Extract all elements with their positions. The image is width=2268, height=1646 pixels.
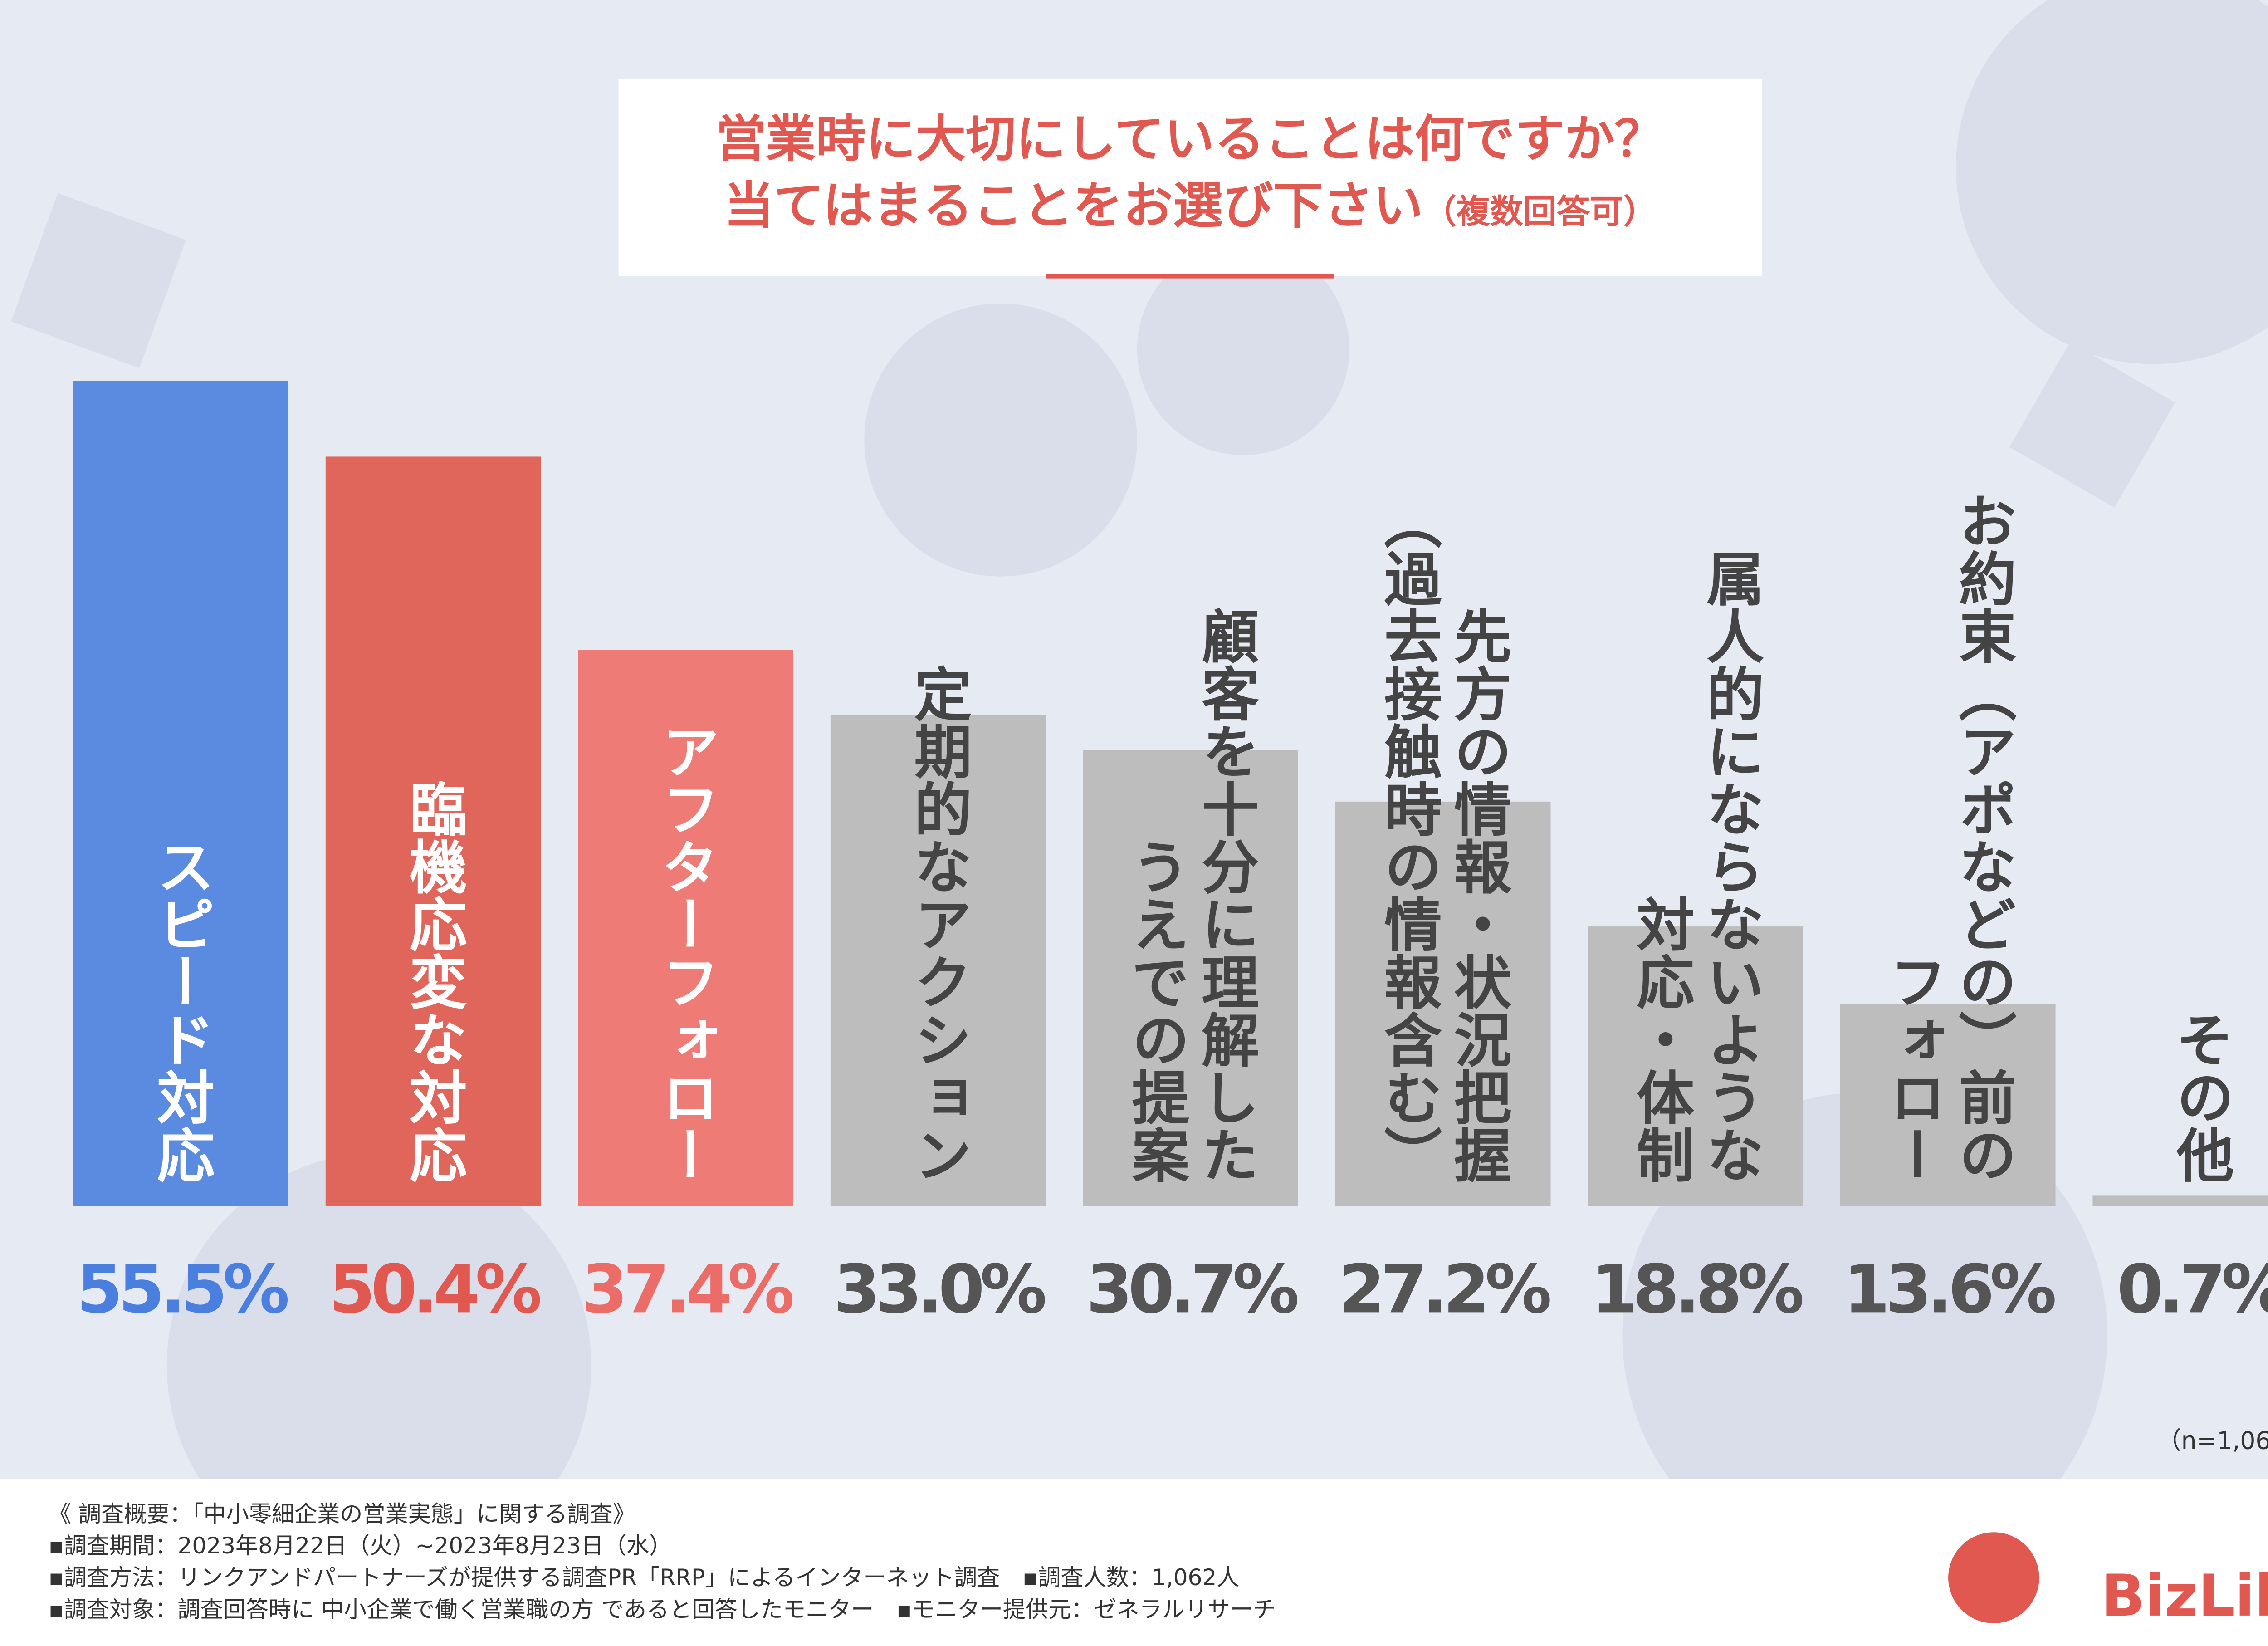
chart-title: 当てはまることをお選び下さい（複数回答可）	[724, 177, 1657, 235]
footer-band	[0, 1479, 2268, 1646]
category-label: 先方の情報・状況把握	[1444, 607, 1511, 1184]
sample-note: （n=1,062人）	[2157, 1426, 2268, 1455]
value-label: 33.0%	[834, 1250, 1045, 1328]
category-label: 属人的にならないような	[1697, 549, 1764, 1184]
footer-line: 《 調査概要：「中小零細企業の営業実態」に関する調査》	[49, 1500, 635, 1527]
value-label: 27.2%	[1339, 1250, 1550, 1328]
value-label: 0.7%	[2117, 1250, 2268, 1328]
value-label: 13.6%	[1843, 1250, 2055, 1328]
category-label: 対応・体制	[1627, 895, 1694, 1183]
category-label: スピード対応	[147, 838, 215, 1183]
bar	[1335, 801, 1551, 1206]
bar	[73, 381, 288, 1206]
footer: 《 調査概要：「中小零細企業の営業実態」に関する調査》 ▪調査期間：2023年8月…	[49, 1500, 1276, 1623]
value-label: 50.4%	[329, 1250, 540, 1328]
bar	[1840, 1004, 2056, 1206]
chart-title: 当てはまることをお選び下さい	[724, 177, 1423, 235]
value-label: 18.8%	[1591, 1250, 1803, 1328]
category-label: お約束（アポなどの）前の	[1949, 491, 2016, 1183]
bar	[1083, 750, 1298, 1206]
category-label: 顧客を十分に理解した	[1192, 607, 1259, 1184]
chart-subtitle: （複数回答可）	[1423, 193, 1657, 231]
background-shapes	[11, 0, 2268, 1578]
footer-line: ▪調査対象：調査回答時に 中小企業で働く営業職の方 であると回答したモニター ▪…	[49, 1596, 1276, 1622]
value-label: 30.7%	[1086, 1250, 1298, 1328]
logo-icon	[1948, 1532, 2039, 1623]
title-box	[618, 78, 1762, 276]
logo: BizLib	[2101, 1562, 2268, 1629]
bar	[578, 650, 793, 1206]
category-label: 臨機応変な対応	[400, 780, 467, 1183]
chart-title: 営業時に大切にしていることは何ですか？	[716, 110, 1665, 168]
category-label: 定期的なアクション	[904, 665, 972, 1184]
bar	[830, 715, 1046, 1206]
category-label: アフターフォロー	[652, 722, 719, 1183]
bar	[325, 456, 541, 1206]
category-label: （過去接触時の情報含む）	[1374, 491, 1442, 1183]
category-label: その他	[2167, 1010, 2234, 1183]
bar	[1588, 926, 1804, 1206]
value-label: 37.4%	[582, 1250, 793, 1328]
bar	[2092, 1195, 2268, 1206]
footer-line: ▪調査方法：リンクアンドパートナーズが提供する調査PR「RRP」によるインターネ…	[49, 1564, 1239, 1591]
category-label: フォロー	[1879, 953, 1946, 1183]
value-label: 55.5%	[77, 1250, 288, 1328]
footer-line: ▪調査期間：2023年8月22日（火）~2023年8月23日（水）	[49, 1532, 672, 1559]
category-label: うえでの提案	[1122, 838, 1189, 1183]
plot: スピード対応 55.5% 臨機応変な対応 50.4% アフターフォロー 37.4% 定期的な…	[73, 381, 2268, 1328]
